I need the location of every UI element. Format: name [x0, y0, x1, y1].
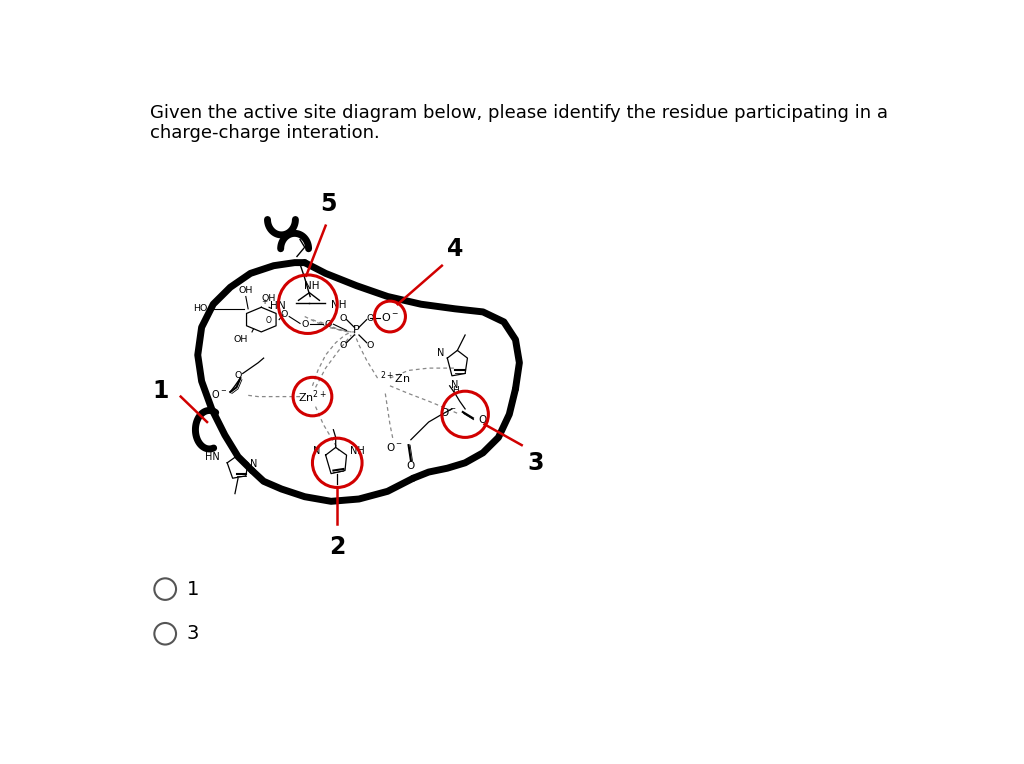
Text: 5: 5	[319, 193, 336, 216]
Text: 3: 3	[527, 451, 544, 474]
Text: 1: 1	[152, 379, 168, 403]
Text: 1: 1	[187, 580, 200, 599]
Text: $^{2+}$Zn: $^{2+}$Zn	[380, 370, 411, 387]
Text: N: N	[250, 459, 257, 469]
Text: O: O	[266, 316, 272, 325]
Text: O: O	[367, 342, 374, 350]
Text: OH: OH	[239, 286, 253, 295]
Text: NH: NH	[331, 300, 346, 310]
Text: 3: 3	[187, 624, 200, 643]
Text: H: H	[452, 386, 459, 395]
Text: N: N	[312, 445, 321, 455]
Text: charge-charge interation.: charge-charge interation.	[150, 124, 380, 142]
Text: O: O	[325, 319, 332, 329]
Text: 4: 4	[447, 237, 464, 261]
Text: O: O	[234, 371, 242, 380]
Text: NH: NH	[349, 445, 365, 455]
Text: N: N	[437, 348, 444, 358]
Text: Given the active site diagram below, please identify the residue participating i: Given the active site diagram below, ple…	[150, 104, 888, 122]
Text: O: O	[301, 319, 308, 329]
Text: $^+$HN: $^+$HN	[260, 299, 286, 312]
Text: 2: 2	[329, 536, 345, 559]
Text: P: P	[353, 325, 360, 335]
Text: O: O	[407, 461, 415, 471]
Text: O: O	[281, 309, 288, 319]
Text: HN: HN	[205, 452, 219, 461]
Text: N: N	[452, 380, 459, 390]
Text: O: O	[478, 415, 486, 425]
Text: Zn$^{2+}$: Zn$^{2+}$	[298, 388, 327, 405]
Text: O: O	[340, 313, 347, 322]
Text: O$^-$: O$^-$	[211, 387, 227, 400]
Text: OH: OH	[261, 293, 275, 303]
Text: NH: NH	[304, 281, 319, 291]
Text: O$^-$: O$^-$	[386, 442, 403, 453]
Text: O: O	[367, 313, 374, 322]
Text: O$^-$: O$^-$	[440, 406, 458, 418]
Text: OH: OH	[233, 335, 248, 344]
Text: HO: HO	[193, 304, 207, 313]
Text: O$^-$: O$^-$	[381, 310, 399, 322]
Text: O: O	[340, 342, 347, 350]
